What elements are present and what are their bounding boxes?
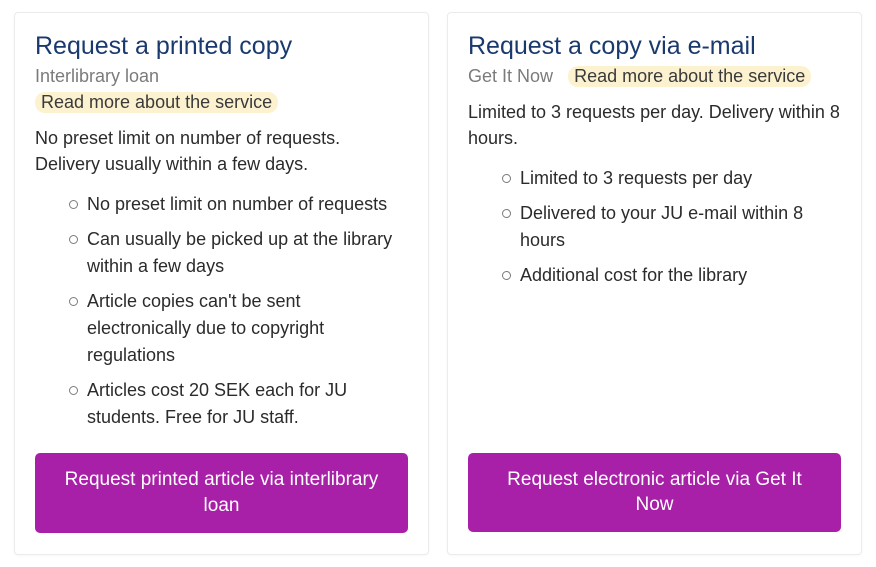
read-more-link[interactable]: Read more about the service	[35, 92, 278, 113]
card-title: Request a copy via e-mail	[468, 31, 841, 61]
feature-list: No preset limit on number of requests Ca…	[35, 185, 408, 439]
spacer	[468, 311, 841, 452]
list-item: No preset limit on number of requests	[69, 191, 408, 218]
card-subline: Interlibrary loan Read more about the se…	[35, 63, 408, 115]
request-email-button[interactable]: Request electronic article via Get It No…	[468, 453, 841, 532]
card-description: Limited to 3 requests per day. Delivery …	[468, 99, 841, 151]
card-request-printed: Request a printed copy Interlibrary loan…	[14, 12, 429, 555]
list-item: Additional cost for the library	[502, 262, 841, 289]
service-name: Get It Now	[468, 66, 553, 86]
card-subline: Get It Now Read more about the service	[468, 63, 841, 89]
request-printed-button[interactable]: Request printed article via interlibrary…	[35, 453, 408, 532]
feature-list: Limited to 3 requests per day Delivered …	[468, 159, 841, 297]
list-item: Can usually be picked up at the library …	[69, 226, 408, 280]
card-title: Request a printed copy	[35, 31, 408, 61]
list-item: Articles cost 20 SEK each for JU student…	[69, 377, 408, 431]
card-description: No preset limit on number of requests. D…	[35, 125, 408, 177]
card-request-email: Request a copy via e-mail Get It Now Rea…	[447, 12, 862, 555]
service-name: Interlibrary loan	[35, 66, 159, 86]
list-item: Delivered to your JU e-mail within 8 hou…	[502, 200, 841, 254]
list-item: Article copies can't be sent electronica…	[69, 288, 408, 369]
list-item: Limited to 3 requests per day	[502, 165, 841, 192]
read-more-link[interactable]: Read more about the service	[568, 66, 811, 87]
